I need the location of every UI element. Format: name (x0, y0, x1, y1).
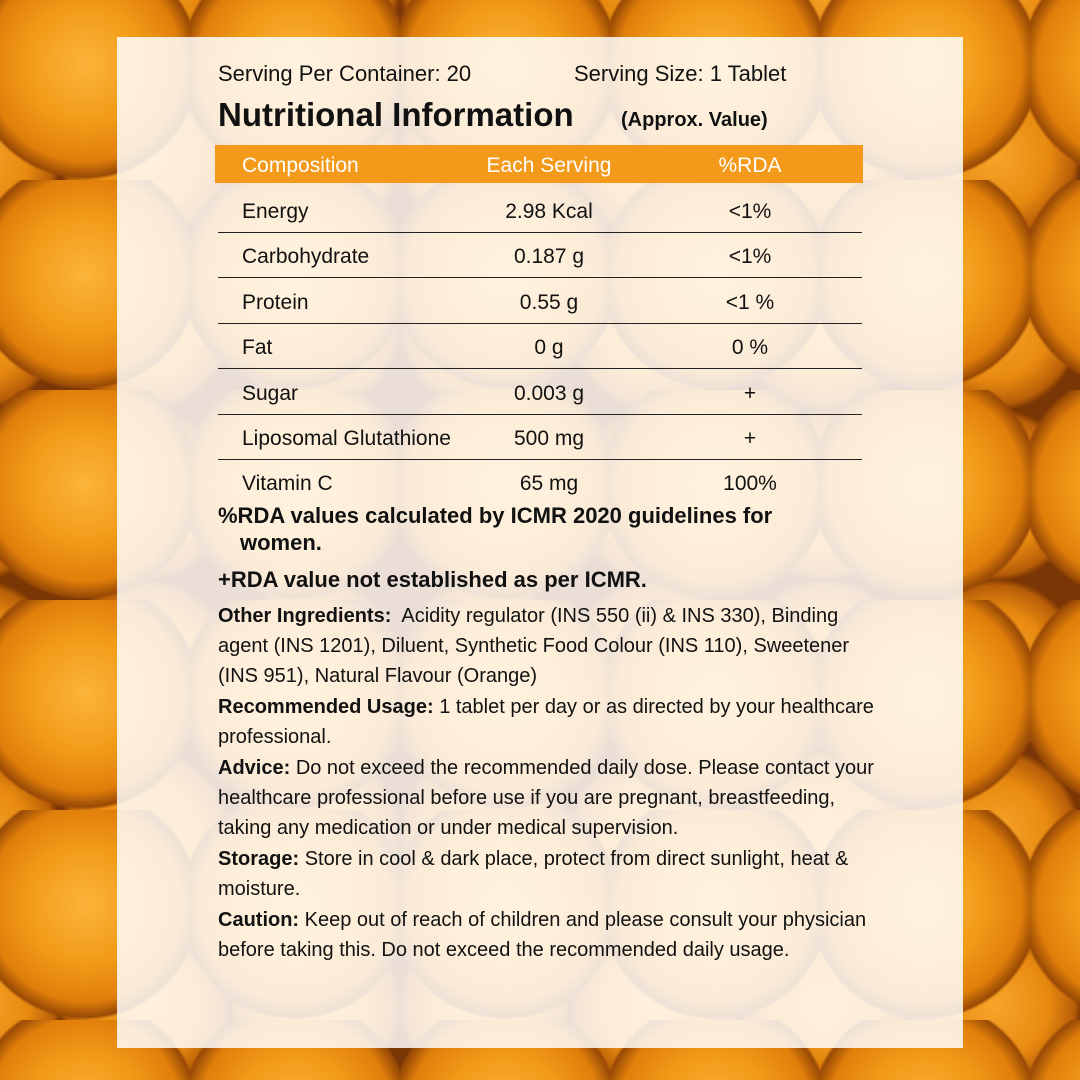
column-header: %RDA (718, 154, 782, 177)
section-label: Other Ingredients: (218, 605, 392, 627)
serving-amount: 65 mg (519, 472, 579, 496)
row-divider (218, 413, 862, 415)
serving-amount: 0.55 g (519, 290, 579, 314)
row-divider (218, 368, 862, 370)
info-section: Recommended Usage: 1 tablet per day or a… (218, 692, 878, 752)
serving-amount: 0.003 g (513, 381, 585, 405)
column-header: Each Serving (486, 154, 612, 177)
nutrient-name: Liposomal Glutathione (242, 427, 451, 450)
serving-amount: 0.187 g (513, 245, 585, 269)
row-divider (218, 232, 862, 233)
rda-value: <1% (728, 200, 772, 223)
row-divider (218, 322, 862, 324)
nutrient-name: Protein (242, 290, 309, 314)
column-header: Composition (242, 154, 359, 177)
section-text: Acidity regulator (INS 550 (ii) & INS 33… (218, 605, 850, 687)
label-body: %RDA values calculated by ICMR 2020 guid… (218, 502, 878, 966)
rda-value: <1% (728, 245, 772, 269)
rda-value: + (743, 427, 757, 450)
section-label: Storage: (218, 848, 300, 870)
rda-note: +RDA value not established as per ICMR. (218, 567, 647, 592)
section-text: 1 tablet per day or as directed by your … (218, 696, 874, 748)
serving-size: Serving Size: 1 Tablet (574, 61, 787, 86)
rda-value: + (743, 381, 757, 405)
section-text: Do not exceed the recommended daily dose… (218, 757, 874, 839)
info-section: Storage: Store in cool & dark place, pro… (218, 844, 878, 904)
rda-value: 0 % (731, 336, 769, 360)
rda-note: %RDA values calculated by ICMR 2020 guid… (218, 503, 773, 555)
section-label: Advice: (218, 757, 291, 779)
nutrient-name: Carbohydrate (242, 245, 370, 269)
section-label: Caution: (218, 909, 300, 931)
nutrient-name: Energy (242, 200, 309, 223)
serving-amount: 2.98 Kcal (505, 200, 593, 223)
serving-amount: 500 mg (513, 427, 585, 450)
section-text: Keep out of reach of children and please… (218, 909, 867, 961)
row-divider (218, 277, 862, 279)
title: Nutritional Information (218, 96, 574, 133)
serving-amount: 0 g (534, 336, 564, 360)
subtitle: (Approx. Value) (621, 109, 768, 131)
info-section: Other Ingredients: Acidity regulator (IN… (218, 601, 878, 691)
section-label: Recommended Usage: (218, 696, 434, 718)
nutrient-name: Vitamin C (242, 472, 333, 496)
label-panel (117, 37, 963, 1048)
nutrient-name: Fat (242, 336, 273, 360)
row-divider (218, 459, 862, 460)
rda-value: <1 % (725, 290, 775, 314)
rda-value: 100% (723, 472, 777, 496)
section-text: Store in cool & dark place, protect from… (218, 848, 849, 900)
table-header (215, 145, 863, 183)
nutrient-name: Sugar (242, 381, 299, 405)
info-section: Caution: Keep out of reach of children a… (218, 905, 878, 965)
info-section: Advice: Do not exceed the recommended da… (218, 753, 878, 843)
servings-per-container: Serving Per Container: 20 (218, 61, 472, 86)
